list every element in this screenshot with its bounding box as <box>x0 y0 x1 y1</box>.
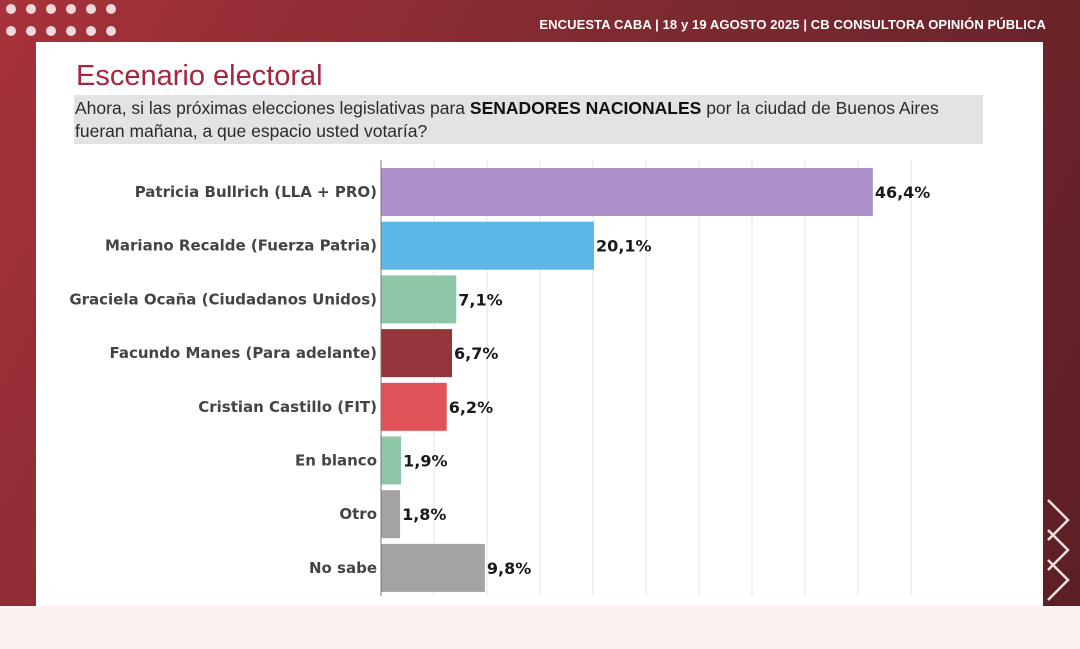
bar-chart: Patricia Bullrich (LLA + PRO) 46,4% Marian… <box>0 0 1080 649</box>
bar <box>381 168 873 216</box>
value-label: 9,8% <box>487 559 531 578</box>
category-label: Mariano Recalde (Fuerza Patria) <box>105 237 377 255</box>
value-label: 46,4% <box>875 183 931 202</box>
value-label: 1,9% <box>403 452 447 471</box>
value-label: 7,1% <box>458 290 502 309</box>
value-label: 6,7% <box>454 344 498 363</box>
category-label: Cristian Castillo (FIT) <box>198 398 377 416</box>
value-label: 1,8% <box>402 505 446 524</box>
bar <box>381 222 594 270</box>
category-label: No sabe <box>309 559 377 577</box>
category-label: Graciela Ocaña (Ciudadanos Unidos) <box>69 290 377 308</box>
bar <box>381 437 401 485</box>
bar <box>381 275 456 323</box>
value-label: 6,2% <box>449 398 493 417</box>
value-label: 20,1% <box>596 237 652 256</box>
bar <box>381 490 400 538</box>
category-label: En blanco <box>295 452 377 470</box>
bar <box>381 544 485 592</box>
category-label: Patricia Bullrich (LLA + PRO) <box>135 183 377 201</box>
bar <box>381 329 452 377</box>
bar <box>381 383 447 431</box>
category-label: Otro <box>339 505 377 523</box>
category-label: Facundo Manes (Para adelante) <box>109 344 377 362</box>
